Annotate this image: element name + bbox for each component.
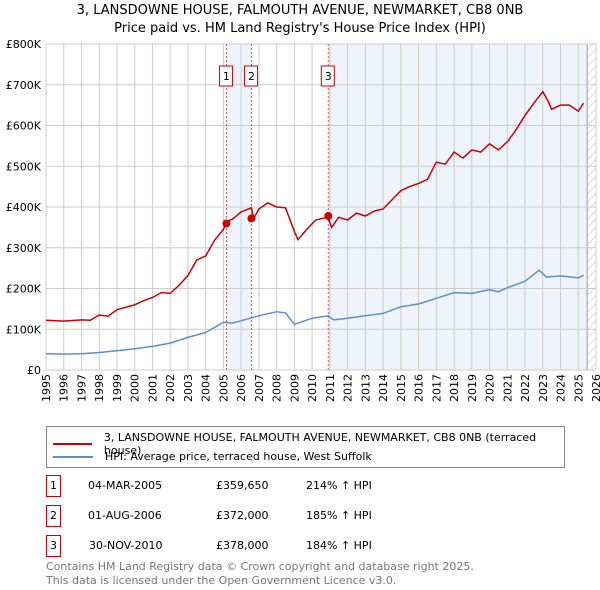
sale-label-box [218,65,233,87]
x-tick-label: 1995 [40,374,53,402]
x-tick-label: 2001 [146,374,159,402]
y-tick-label: £600K [6,120,42,133]
x-tick-label: 2022 [519,374,532,402]
x-tick-label: 1997 [75,374,88,402]
sale-point [247,214,256,223]
sale-price: £378,000 [216,539,269,552]
property-price-line [45,90,585,322]
x-tick-label: 2018 [448,374,461,402]
x-tick-label: 2004 [200,374,213,402]
hpi-line [45,269,584,355]
chart-subtitle: Price paid vs. HM Land Registry's House … [114,21,486,36]
legend-red-line [53,443,92,445]
x-tick-label: 2007 [253,374,266,402]
y-tick-label: £0 [27,364,41,377]
sale-hpi: 185% ↑ HPI [306,509,372,522]
x-tick-label: 2006 [235,374,248,402]
legend-blue-line [53,455,93,458]
footer-copyright: Contains HM Land Registry data © Crown c… [46,560,474,573]
y-tick-label: £700K [6,79,42,92]
sale-hpi: 184% ↑ HPI [306,539,372,552]
sale-price: £372,000 [216,509,269,522]
legend: 3, LANSDOWNE HOUSE, FALMOUTH AVENUE, NEW… [46,426,565,468]
x-tick-label: 2008 [271,374,284,402]
y-tick-label: £300K [6,242,42,255]
legend-hpi: HPI: Average price, terraced house, West… [105,450,372,463]
x-tick-label: 2014 [377,374,390,402]
x-tick-label: 2002 [164,374,177,402]
x-tick-label: 2016 [413,374,426,402]
x-tick-label: 2025 [572,374,585,402]
sale-badge: 2 [46,505,61,527]
x-tick-label: 1996 [58,374,71,402]
x-tick-label: 2017 [430,374,443,402]
x-tick-label: 2003 [182,374,195,402]
x-tick-label: 2019 [466,374,479,402]
y-tick-label: £800K [6,38,42,51]
x-tick-label: 2005 [217,374,230,402]
sale-hpi: 214% ↑ HPI [306,479,372,492]
x-tick-label: 1998 [93,374,106,402]
x-tick-label: 2013 [359,374,372,402]
x-tick-label: 1999 [111,374,124,402]
sale-label-box [243,65,258,87]
chart-title: 3, LANSDOWNE HOUSE, FALMOUTH AVENUE, NEW… [76,3,524,18]
sale-price: £359,650 [216,479,269,492]
y-tick-label: £500K [6,160,42,173]
x-tick-label: 2024 [555,374,568,402]
sale-point [324,211,333,220]
x-tick-label: 2026 [590,374,600,402]
x-tick-label: 2009 [288,374,301,402]
sale-label: 2 [248,70,255,83]
sale-label: 1 [223,70,230,83]
x-tick-label: 2015 [395,374,408,402]
x-tick-label: 2020 [484,374,497,402]
x-tick-label: 2000 [129,374,142,402]
sale-badge: 3 [46,535,61,557]
x-tick-label: 2010 [306,374,319,402]
sale-date: 04-MAR-2005 [88,479,163,492]
sale-date: 30-NOV-2010 [89,539,163,552]
x-tick-label: 2012 [342,374,355,402]
x-tick-label: 2011 [324,374,337,402]
sale-badge: 1 [46,475,61,497]
x-tick-label: 2023 [537,374,550,402]
y-tick-label: £100K [6,323,42,336]
y-tick-label: £200K [6,283,42,296]
price-chart: 1995 1996 1997 1998 1999 2000 2001 2002 2003 2004… [6,38,600,402]
sale-point [222,219,231,228]
x-tick-label: 2021 [501,374,514,402]
y-tick-label: £400K [6,201,42,214]
sale-date: 01-AUG-2006 [88,509,162,522]
sale-label-box [320,65,335,87]
legend-property: 3, LANSDOWNE HOUSE, FALMOUTH AVENUE, NEW… [103,431,537,457]
footer-licence: This data is licensed under the Open Gov… [46,574,397,587]
sale-label: 3 [325,70,332,83]
